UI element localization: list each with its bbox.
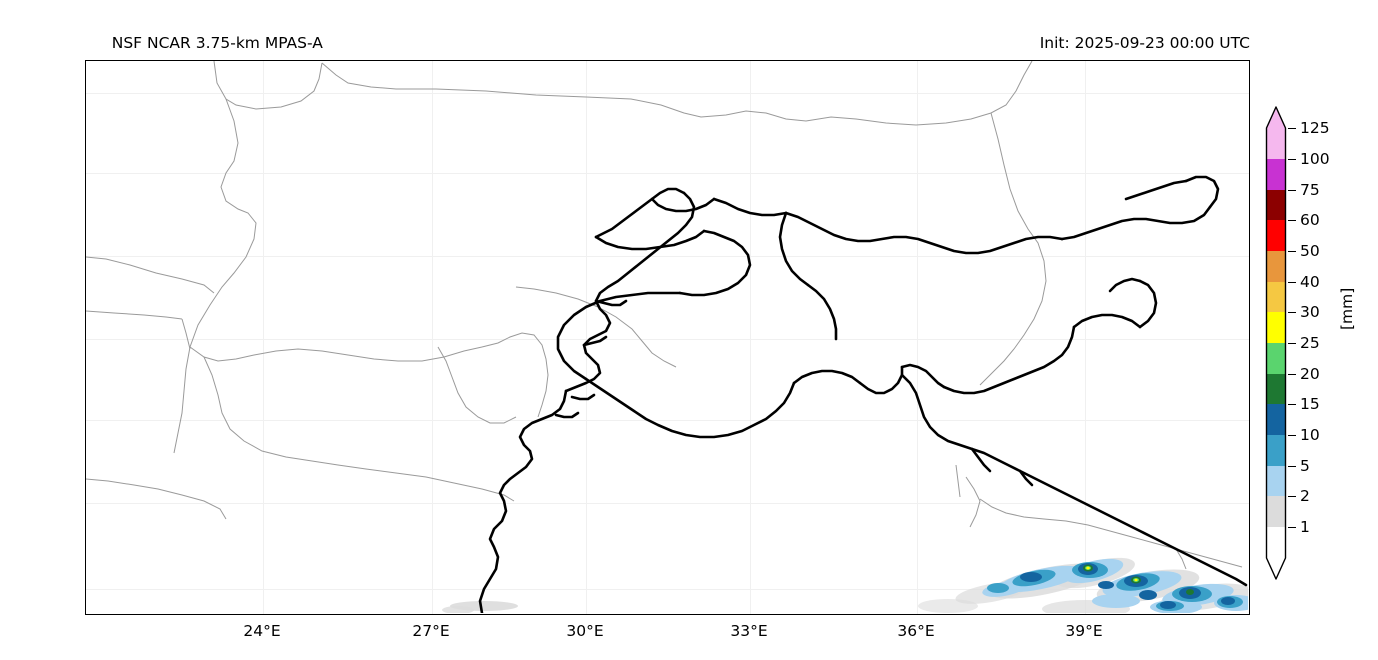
colorbar-band-100-125	[1266, 128, 1286, 159]
gridline-lon-39	[1085, 61, 1086, 614]
colorbar-unit-label: [mm]	[1338, 287, 1356, 330]
colorbar-label-100: 100	[1300, 150, 1330, 168]
colorbar-label-50: 50	[1300, 242, 1320, 260]
lon-tick-label-24: 24°E	[243, 622, 281, 640]
colorbar-label-10: 10	[1300, 426, 1320, 444]
gridline-lat-48	[86, 339, 1249, 340]
precipitation-field	[442, 557, 1248, 613]
colorbar-over-arrow	[1266, 106, 1286, 128]
colorbar-label-40: 40	[1300, 273, 1320, 291]
colorbar-label-5: 5	[1300, 457, 1310, 475]
colorbar-tick-125	[1288, 128, 1296, 130]
colorbar-tick-2	[1288, 496, 1296, 498]
map-graphics	[86, 61, 1248, 613]
colorbar-band-10-15	[1266, 404, 1286, 435]
gridline-lon-36	[917, 61, 918, 614]
map-plot-area	[86, 61, 1249, 614]
colorbar-tick-5	[1288, 466, 1296, 468]
coastline	[478, 175, 1248, 613]
gridline-lon-24	[263, 61, 264, 614]
gridline-lat-43-5	[86, 589, 1249, 590]
colorbar-tick-20	[1288, 374, 1296, 376]
colorbar-label-60: 60	[1300, 211, 1320, 229]
colorbar-band-50-60	[1266, 220, 1286, 251]
gridline-lat-46-5	[86, 420, 1249, 421]
colorbar-label-20: 20	[1300, 365, 1320, 383]
colorbar-tick-40	[1288, 282, 1296, 284]
gridline-lat-45	[86, 503, 1249, 504]
colorbar-label-2: 2	[1300, 487, 1310, 505]
colorbar-label-1: 1	[1300, 518, 1310, 536]
colorbar-band-1-2	[1266, 496, 1286, 527]
colorbar-tick-10	[1288, 435, 1296, 437]
colorbar-tick-75	[1288, 190, 1296, 192]
colorbar-label-125: 125	[1300, 119, 1330, 137]
colorbar-tick-15	[1288, 404, 1296, 406]
init-time: Init: 2025-09-23 00:00 UTC	[1039, 34, 1250, 52]
colorbar-tick-1	[1288, 527, 1296, 529]
colorbar-under-arrow	[1266, 558, 1286, 580]
model-name: NSF NCAR 3.75-km MPAS-A	[111, 34, 323, 52]
colorbar-band-5-10	[1266, 435, 1286, 466]
colorbar-tick-60	[1288, 220, 1296, 222]
colorbar-bands	[1266, 128, 1286, 558]
country-borders	[86, 61, 1243, 570]
gridline-lon-27	[432, 61, 433, 614]
lon-tick-label-30: 30°E	[566, 622, 604, 640]
colorbar-label-30: 30	[1300, 303, 1320, 321]
gridline-lon-30	[586, 61, 587, 614]
colorbar-band-25-30	[1266, 312, 1286, 343]
gridline-lat-52-5	[86, 93, 1249, 94]
gridline-lat-51	[86, 173, 1249, 174]
lon-tick-label-39: 39°E	[1065, 622, 1103, 640]
gridline-lon-33	[750, 61, 751, 614]
colorbar-band-2-5	[1266, 466, 1286, 496]
colorbar-band-under-1	[1266, 527, 1286, 558]
colorbar-tick-50	[1288, 251, 1296, 253]
colorbar: 125 100 75 60 50 40 30 25 20 15 10 5 2 1	[1264, 106, 1330, 580]
lon-tick-label-27: 27°E	[412, 622, 450, 640]
colorbar-tick-100	[1288, 159, 1296, 161]
colorbar-label-25: 25	[1300, 334, 1320, 352]
colorbar-tick-30	[1288, 312, 1296, 314]
map-axes	[85, 60, 1250, 615]
colorbar-band-40-50	[1266, 251, 1286, 282]
colorbar-band-20-25	[1266, 343, 1286, 374]
colorbar-band-15-20	[1266, 374, 1286, 404]
colorbar-band-30-40	[1266, 282, 1286, 312]
gridline-lat-49-5	[86, 256, 1249, 257]
colorbar-band-60-75	[1266, 190, 1286, 220]
colorbar-tick-25	[1288, 343, 1296, 345]
colorbar-label-75: 75	[1300, 181, 1320, 199]
lon-tick-label-33: 33°E	[730, 622, 768, 640]
colorbar-band-75-100	[1266, 159, 1286, 190]
colorbar-label-15: 15	[1300, 395, 1320, 413]
lon-tick-label-36: 36°E	[897, 622, 935, 640]
